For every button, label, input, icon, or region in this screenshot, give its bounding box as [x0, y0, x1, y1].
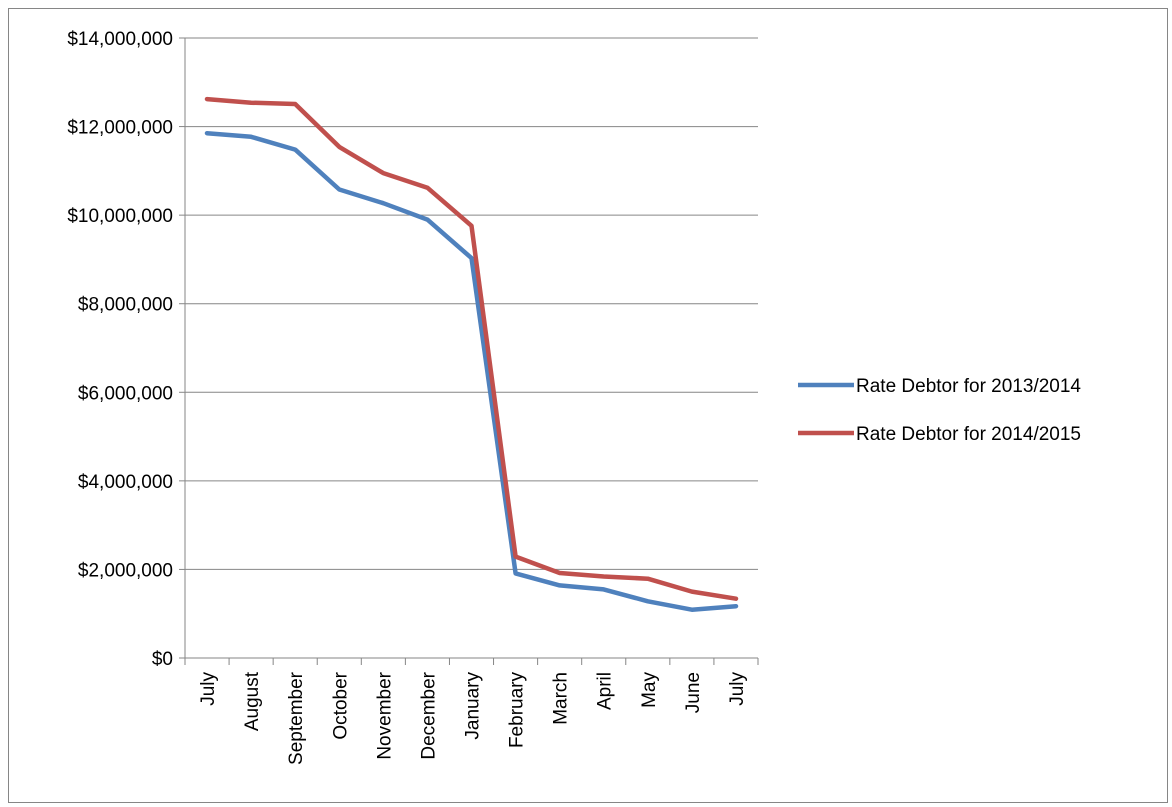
x-tick-label: October	[330, 671, 351, 739]
x-tick-label: May	[639, 672, 660, 708]
y-axis-tick-labels: $0 $2,000,000 $4,000,000 $6,000,000 $8,000,0…	[67, 29, 173, 670]
gridlines	[185, 37, 758, 570]
y-tick-label: $8,000,000	[78, 295, 173, 316]
x-tick-label: December	[418, 671, 439, 759]
series-lines	[204, 96, 739, 612]
x-tick-label: July	[198, 672, 219, 706]
x-tick-label: March	[551, 672, 572, 725]
series-line-2	[204, 96, 739, 601]
axes	[179, 37, 759, 665]
series-line-1	[204, 130, 739, 612]
x-axis-tick-labels: July August September October November Decemb…	[198, 671, 748, 765]
x-tick-label: July	[727, 672, 748, 706]
legend: Rate Debtor for 2013/2014 Rate Debtor for…	[798, 376, 1081, 445]
legend-label-2: Rate Debtor for 2014/2015	[856, 424, 1081, 445]
x-tick-label: February	[507, 672, 528, 749]
x-tick-label: April	[595, 672, 616, 710]
x-tick-label: June	[683, 672, 704, 713]
y-tick-label: $12,000,000	[67, 118, 173, 139]
y-tick-label: $2,000,000	[78, 560, 173, 581]
y-tick-label: $10,000,000	[67, 206, 173, 227]
y-tick-label: $6,000,000	[78, 383, 173, 404]
x-tick-label: August	[242, 671, 263, 731]
legend-label-1: Rate Debtor for 2013/2014	[856, 376, 1081, 397]
y-tick-label: $14,000,000	[67, 29, 173, 50]
x-tick-label: November	[374, 671, 395, 759]
x-tick-label: January	[463, 672, 484, 740]
y-tick-label: $4,000,000	[78, 472, 173, 493]
x-tick-label: September	[286, 671, 307, 765]
chart-frame	[8, 8, 1168, 803]
y-tick-label: $0	[152, 649, 173, 670]
